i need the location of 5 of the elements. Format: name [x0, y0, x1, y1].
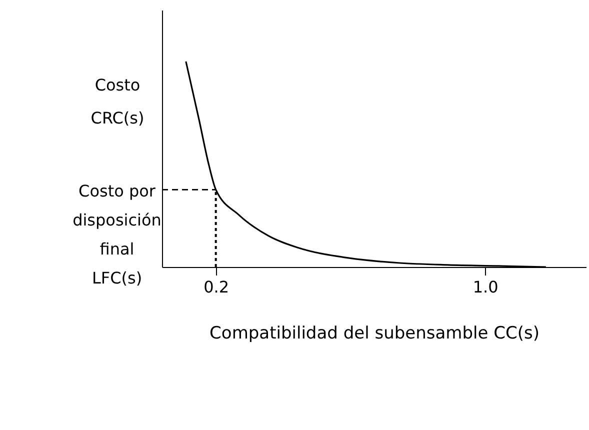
ref-line-label: Costo por disposición final LFC(s) — [72, 182, 162, 288]
x-axis-title: Compatibilidad del subensamble CC(s) — [210, 324, 540, 344]
y-axis-title: Costo CRC(s) — [90, 76, 144, 128]
x-tick-label: 0.2 — [204, 278, 230, 296]
x-tick-label: 1.0 — [472, 278, 498, 296]
